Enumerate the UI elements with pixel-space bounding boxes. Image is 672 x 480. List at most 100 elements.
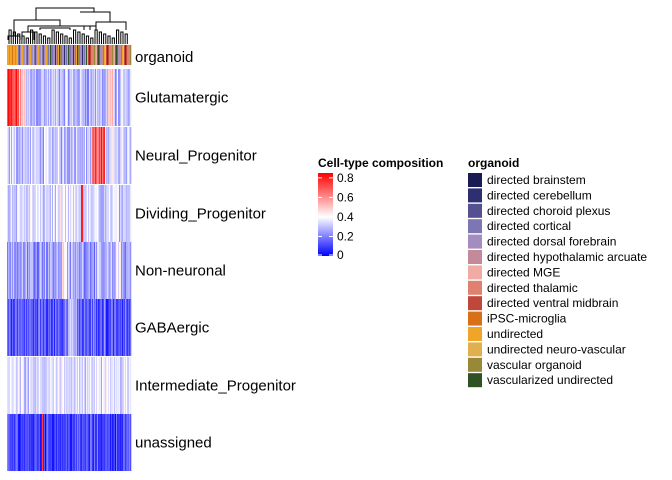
heatmap-cell (111, 185, 113, 242)
heatmap-cell (11, 127, 13, 184)
heatmap-cell (116, 242, 118, 299)
heatmap-cell (37, 242, 39, 299)
heatmap-cell (64, 299, 66, 356)
heatmap-cell (102, 242, 104, 299)
heatmap-cell (16, 185, 18, 242)
heatmap-cell (106, 299, 108, 356)
heatmap-cell (125, 69, 127, 126)
heatmap-cell (51, 357, 53, 414)
heatmap-cell (56, 242, 58, 299)
heatmap-cell (34, 414, 36, 471)
heatmap-cell (99, 299, 101, 356)
annotation-cell (77, 45, 79, 65)
heatmap-cell (107, 242, 109, 299)
annotation-cell (48, 45, 50, 65)
annotation-cell (90, 45, 92, 65)
heatmap-cell (106, 357, 108, 414)
annotation-cell (60, 45, 62, 65)
heatmap-cell (105, 69, 107, 126)
heatmap-cell (62, 242, 64, 299)
heatmap-cell (85, 242, 87, 299)
heatmap-cell (49, 357, 51, 414)
heatmap-cell (94, 357, 96, 414)
heatmap-cell (69, 357, 71, 414)
heatmap-cell (36, 357, 38, 414)
heatmap-cell (20, 242, 22, 299)
heatmap-cell (42, 69, 44, 126)
heatmap-cell (98, 414, 100, 471)
heatmap-cell (126, 185, 128, 242)
annotation-cell (19, 45, 21, 65)
heatmap-cell (44, 127, 46, 184)
heatmap-cell (71, 127, 73, 184)
heatmap-cell (120, 127, 122, 184)
heatmap-cell (81, 185, 83, 242)
heatmap-cell (115, 299, 117, 356)
heatmap-cell (64, 127, 66, 184)
heatmap-cell (108, 299, 110, 356)
heatmap-cell (65, 242, 67, 299)
heatmap-cell (63, 414, 65, 471)
heatmap-cell (105, 299, 107, 356)
heatmap-cell (77, 127, 79, 184)
heatmap-cell (73, 69, 75, 126)
dendrogram-branch (103, 33, 107, 44)
heatmap-cell (61, 357, 63, 414)
dendrogram-branch (107, 35, 111, 44)
heatmap-cell (116, 299, 118, 356)
heatmap-cell (35, 299, 37, 356)
heatmap-cell (22, 127, 24, 184)
heatmap-cell (110, 414, 112, 471)
heatmap-cell (130, 185, 132, 242)
heatmap-cell (43, 299, 45, 356)
heatmap-cell (30, 299, 32, 356)
heatmap-cell (72, 299, 74, 356)
dendrogram-branch (12, 31, 16, 44)
heatmap-cell (27, 357, 29, 414)
heatmap-cell (46, 414, 48, 471)
annotation-cell (37, 45, 39, 65)
heatmap-cell (73, 357, 75, 414)
heatmap-cell (65, 357, 67, 414)
heatmap-cell (95, 242, 97, 299)
heatmap-cell (32, 185, 34, 242)
heatmap-cell (20, 185, 22, 242)
heatmap-cell (79, 414, 81, 471)
annotation-cell (128, 45, 130, 65)
heatmap-cell (13, 127, 15, 184)
heatmap-cell (93, 127, 95, 184)
heatmap-cell (16, 242, 18, 299)
heatmap-cell (58, 299, 60, 356)
annotation-cell (25, 45, 27, 65)
heatmap-cell (97, 414, 99, 471)
organoid-legend-swatch (468, 327, 482, 341)
organoid-legend-label: directed cortical (487, 219, 571, 233)
heatmap-cell (33, 357, 35, 414)
heatmap-cell (108, 414, 110, 471)
heatmap-cell (8, 357, 10, 414)
heatmap-cell (19, 414, 21, 471)
heatmap-cell (61, 299, 63, 356)
organoid-legend-label: directed cerebellum (487, 188, 592, 202)
heatmap-cell (12, 242, 14, 299)
organoid-legend-swatch (468, 342, 482, 357)
dendrogram-branch (111, 37, 115, 44)
heatmap-cell (13, 357, 15, 414)
annotation-cell (108, 45, 110, 65)
heatmap-cell (34, 69, 36, 126)
annotation-cell (62, 45, 64, 65)
heatmap-cell (93, 185, 95, 242)
heatmap-cell (50, 242, 52, 299)
heatmap-cell (33, 127, 35, 184)
heatmap-cell (116, 414, 118, 471)
organoid-legend-label: directed brainstem (487, 173, 586, 187)
heatmap-cell (126, 127, 128, 184)
heatmap-cell (12, 299, 14, 356)
dendrogram-branch (68, 37, 72, 44)
heatmap-cell (87, 242, 89, 299)
heatmap-cell (91, 242, 93, 299)
heatmap-cell (68, 357, 70, 414)
annotation-cell (66, 45, 68, 65)
heatmap-cell (40, 185, 42, 242)
heatmap-cell (16, 414, 18, 471)
